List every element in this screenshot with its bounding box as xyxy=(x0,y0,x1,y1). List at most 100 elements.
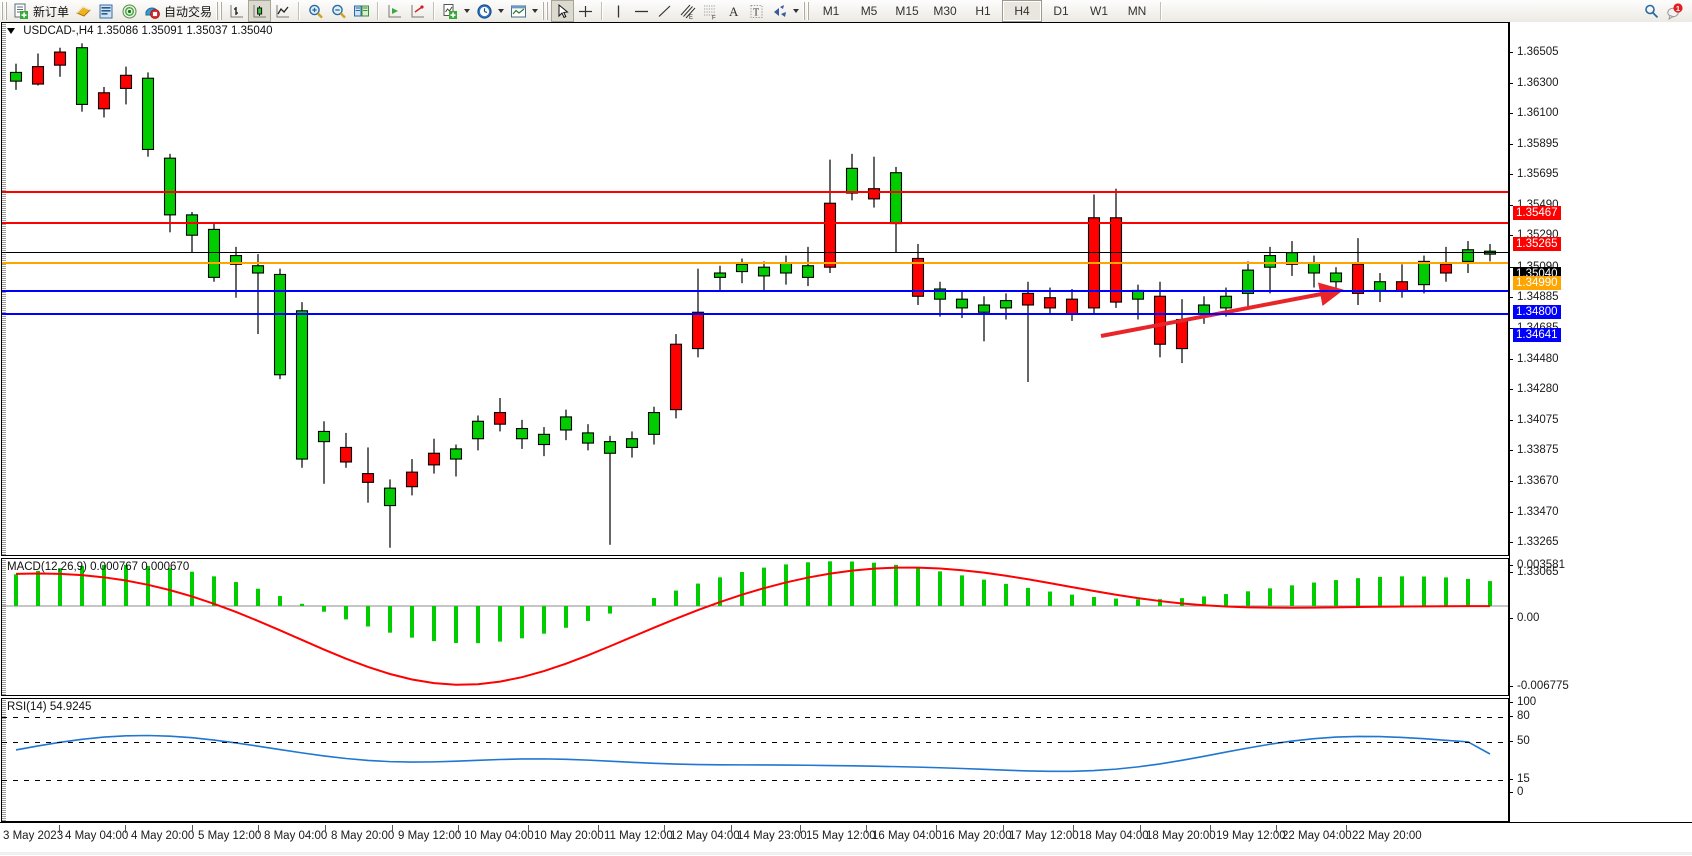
rsi-level-50 xyxy=(2,742,1508,743)
indicator-tick-label: 15 xyxy=(1517,773,1530,785)
price-tick-label: 1.34885 xyxy=(1517,291,1559,303)
time-tick xyxy=(1073,825,1074,833)
zoom-in-button[interactable] xyxy=(304,1,327,21)
timeframe-m5[interactable]: M5 xyxy=(850,1,888,21)
timeframe-m15[interactable]: M15 xyxy=(888,1,926,21)
price-badge-orange[interactable]: 1.34990 xyxy=(1513,276,1561,290)
indicator-tick xyxy=(1509,716,1513,717)
templates-dropdown-arrow[interactable] xyxy=(532,9,539,13)
line-chart-icon xyxy=(274,3,291,20)
timeframe-mn[interactable]: MN xyxy=(1118,1,1156,21)
price-badge-red[interactable]: 1.35265 xyxy=(1513,237,1561,251)
vertical-line-icon xyxy=(610,3,627,20)
terminal-button[interactable] xyxy=(95,1,118,21)
search-button[interactable] xyxy=(1640,1,1663,21)
resistance-line-135467[interactable] xyxy=(2,191,1508,193)
crosshair-tool-button[interactable] xyxy=(574,1,597,21)
price-tick-label: 1.36505 xyxy=(1517,46,1559,58)
time-tick xyxy=(392,825,393,833)
price-badge-red[interactable]: 1.35467 xyxy=(1513,206,1561,220)
fibonacci-icon: F xyxy=(702,3,719,21)
price-badge-blue[interactable]: 1.34800 xyxy=(1513,305,1561,319)
annotation-arrow[interactable] xyxy=(2,23,1508,555)
terminal-icon xyxy=(98,3,115,20)
time-tick-label: 8 May 04:00 xyxy=(264,830,328,842)
pivot-line-134990[interactable] xyxy=(2,262,1508,264)
time-tick-label: 18 May 20:00 xyxy=(1146,830,1216,842)
arrows-dropdown-arrow[interactable] xyxy=(793,9,800,13)
period-button[interactable] xyxy=(473,1,507,21)
templates-icon xyxy=(510,3,527,20)
indicators-dropdown-arrow[interactable] xyxy=(464,9,471,13)
indicator-tick-label: 0.003581 xyxy=(1517,559,1565,571)
market-watch-button[interactable] xyxy=(118,1,141,21)
period-dropdown-arrow[interactable] xyxy=(498,9,505,13)
zoom-out-button[interactable] xyxy=(327,1,350,21)
chart-area[interactable]: USDCAD-,H4 1.35086 1.35091 1.35037 1.350… xyxy=(0,22,1692,856)
time-tick-label: 12 May 04:00 xyxy=(670,830,740,842)
new-order-button[interactable]: 新订单 xyxy=(10,1,72,21)
toolbar-grip-3[interactable] xyxy=(542,2,550,20)
rsi-pane[interactable]: RSI(14) 54.9245 xyxy=(1,698,1509,822)
arrows-tool-button[interactable] xyxy=(768,1,802,21)
price-tick-label: 1.35895 xyxy=(1517,138,1559,150)
auto-trading-icon xyxy=(144,3,161,20)
timeframe-w1[interactable]: W1 xyxy=(1080,1,1118,21)
chart-menu-triangle-icon[interactable] xyxy=(7,27,15,34)
timeframe-m15-label: M15 xyxy=(895,4,919,18)
auto-trading-button[interactable]: 自动交易 xyxy=(141,1,215,21)
trendline-button[interactable] xyxy=(653,1,676,21)
price-tick xyxy=(1509,267,1513,268)
expert-advisors-button[interactable] xyxy=(72,1,95,21)
time-axis[interactable]: 3 May 2023 4 May 04:00 4 May 20:00 5 May 12… xyxy=(0,822,1692,856)
support-line-134641[interactable] xyxy=(2,313,1508,315)
tile-windows-button[interactable] xyxy=(350,1,373,21)
cursor-tool-button[interactable] xyxy=(551,0,575,22)
timeframe-d1[interactable]: D1 xyxy=(1042,1,1080,21)
time-tick xyxy=(664,825,665,833)
time-tick-label: 19 May 12:00 xyxy=(1216,830,1286,842)
price-axis[interactable]: 1.36505 1.36300 1.36100 1.35895 1.35695 1.354… xyxy=(1509,22,1692,822)
rsi-pane-rail xyxy=(2,699,6,821)
macd-pane[interactable]: MACD(12,26,9) 0.000767 0.000670 xyxy=(1,558,1509,696)
indicator-tick-label: 50 xyxy=(1517,735,1530,747)
time-tick xyxy=(258,825,259,833)
text-label-button[interactable]: T xyxy=(745,1,768,21)
price-tick xyxy=(1509,144,1513,145)
support-line-134800[interactable] xyxy=(2,290,1508,292)
price-badge-blue[interactable]: 1.34641 xyxy=(1513,328,1561,342)
notification-balloon-icon: 1 xyxy=(1666,2,1683,20)
line-chart-button[interactable] xyxy=(271,1,294,21)
timeframe-h4[interactable]: H4 xyxy=(1002,0,1043,22)
time-tick-label: 15 May 12:00 xyxy=(806,830,876,842)
toolbar-grip[interactable] xyxy=(1,2,8,20)
indicators-button[interactable] xyxy=(439,1,473,21)
toolbar-grip-4[interactable] xyxy=(803,2,811,20)
macd-pane-rail xyxy=(2,559,6,695)
auto-scroll-button[interactable] xyxy=(406,1,429,21)
time-tick xyxy=(458,825,459,833)
timeframe-m30[interactable]: M30 xyxy=(926,1,964,21)
indicator-tick xyxy=(1509,779,1513,780)
chart-shift-button[interactable] xyxy=(383,1,406,21)
price-tick-label: 1.36300 xyxy=(1517,77,1559,89)
price-pane[interactable]: USDCAD-,H4 1.35086 1.35091 1.35037 1.350… xyxy=(1,22,1509,556)
text-tool-button[interactable]: A xyxy=(722,1,745,21)
equidistant-channel-button[interactable]: E xyxy=(676,1,699,21)
price-tick-label: 1.33875 xyxy=(1517,444,1559,456)
vertical-line-button[interactable] xyxy=(607,1,630,21)
horizontal-line-button[interactable] xyxy=(630,1,653,21)
new-order-label: 新订单 xyxy=(33,4,70,19)
toolbar-grip-2[interactable] xyxy=(216,2,224,20)
candlestick-chart-button[interactable] xyxy=(248,0,272,22)
notifications-button[interactable]: 1 xyxy=(1663,1,1686,21)
templates-button[interactable] xyxy=(507,1,541,21)
resistance-line-135265[interactable] xyxy=(2,222,1508,224)
timeframe-h1[interactable]: H1 xyxy=(964,1,1002,21)
bar-chart-button[interactable] xyxy=(225,1,248,21)
fibonacci-button[interactable]: F xyxy=(699,1,722,21)
cursor-arrow-icon xyxy=(554,3,571,20)
timeframe-m1[interactable]: M1 xyxy=(812,1,850,21)
tile-windows-icon xyxy=(353,3,370,20)
